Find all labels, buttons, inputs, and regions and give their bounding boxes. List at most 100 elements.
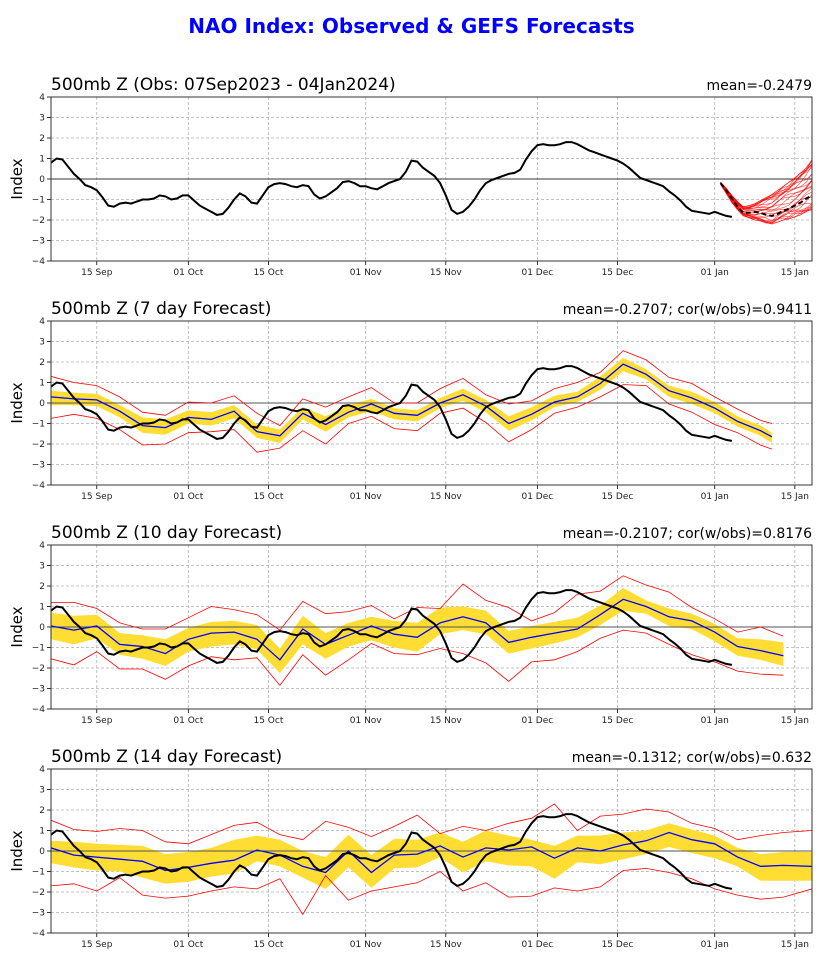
xtick-label: 15 Dec bbox=[602, 492, 634, 502]
plot-area bbox=[51, 803, 812, 916]
xtick-label: 15 Sep bbox=[81, 940, 113, 950]
ytick-label: 3 bbox=[39, 786, 45, 796]
ytick-label: −4 bbox=[32, 929, 46, 939]
xtick-label: 15 Nov bbox=[430, 492, 463, 502]
panel-stat-label: mean=-0.2479 bbox=[707, 78, 812, 94]
xtick-label: 01 Oct bbox=[173, 492, 203, 502]
ensemble-mean-line bbox=[51, 598, 784, 661]
xtick-label: 15 Nov bbox=[430, 716, 463, 726]
spread-band bbox=[51, 823, 812, 889]
ytick-label: −2 bbox=[32, 440, 45, 450]
ytick-label: 4 bbox=[39, 541, 45, 551]
ytick-label: 0 bbox=[39, 175, 45, 185]
xtick-label: 01 Jan bbox=[701, 716, 729, 726]
xtick-label: 15 Jan bbox=[781, 716, 809, 726]
ytick-label: 1 bbox=[39, 379, 45, 389]
xtick-label: 15 Oct bbox=[253, 492, 283, 502]
ytick-label: 3 bbox=[39, 562, 45, 572]
ytick-label: 4 bbox=[39, 317, 45, 327]
xtick-label: 15 Jan bbox=[781, 940, 809, 950]
xtick-label: 15 Dec bbox=[602, 940, 634, 950]
xtick-label: 01 Oct bbox=[173, 940, 203, 950]
member-min-line bbox=[51, 384, 773, 453]
observed-line bbox=[51, 589, 733, 666]
y-axis-label: Index bbox=[8, 382, 26, 423]
member-max-line bbox=[51, 803, 812, 845]
panel-stat-label: mean=-0.2707; cor(w/obs)=0.9411 bbox=[563, 302, 812, 318]
ensemble-mean-line bbox=[51, 363, 773, 438]
y-axis-label: Index bbox=[8, 158, 26, 199]
y-axis-label: Index bbox=[8, 830, 26, 871]
panel-3: 500mb Z (10 day Forecast) mean=-0.2107; c… bbox=[8, 523, 813, 726]
ensemble-member-line bbox=[720, 183, 812, 222]
member-min-line bbox=[51, 867, 812, 916]
ytick-label: −4 bbox=[32, 257, 46, 267]
xtick-label: 15 Sep bbox=[81, 268, 113, 278]
panel-title: 500mb Z (10 day Forecast) bbox=[51, 523, 282, 543]
plot-area bbox=[51, 575, 812, 687]
panel-stat-label: mean=-0.1312; cor(w/obs)=0.632 bbox=[572, 750, 812, 766]
xtick-label: 15 Oct bbox=[253, 268, 283, 278]
xtick-label: 15 Oct bbox=[253, 940, 283, 950]
ytick-label: −1 bbox=[32, 420, 45, 430]
ytick-label: 2 bbox=[39, 134, 45, 144]
ytick-label: −2 bbox=[32, 664, 45, 674]
ytick-label: −1 bbox=[32, 868, 45, 878]
xtick-label: 15 Oct bbox=[253, 716, 283, 726]
observed-line bbox=[51, 365, 733, 442]
ensemble-mean-dashed-line bbox=[719, 182, 812, 217]
ensemble-mean-line bbox=[51, 831, 812, 874]
ensemble-member-line bbox=[720, 183, 812, 225]
ytick-label: 0 bbox=[39, 847, 45, 857]
ytick-label: 1 bbox=[39, 155, 45, 165]
observed-line bbox=[51, 813, 733, 890]
xtick-label: 01 Dec bbox=[521, 716, 553, 726]
axes-frame bbox=[50, 320, 813, 486]
ytick-label: 2 bbox=[39, 806, 45, 816]
observed-line bbox=[51, 141, 733, 218]
plot-area bbox=[51, 350, 812, 453]
panel-title: 500mb Z (14 day Forecast) bbox=[51, 747, 282, 767]
ensemble-member-line bbox=[720, 180, 812, 214]
xtick-label: 01 Oct bbox=[173, 716, 203, 726]
ytick-label: −4 bbox=[32, 481, 46, 491]
ytick-label: 2 bbox=[39, 582, 45, 592]
ytick-label: −1 bbox=[32, 196, 45, 206]
ytick-label: −1 bbox=[32, 644, 45, 654]
ytick-label: 0 bbox=[39, 399, 45, 409]
panel-2: 500mb Z (7 day Forecast) mean=-0.2707; co… bbox=[8, 299, 813, 502]
ytick-label: 1 bbox=[39, 827, 45, 837]
ytick-label: 4 bbox=[39, 765, 45, 775]
xtick-label: 15 Jan bbox=[781, 268, 809, 278]
panel-4: 500mb Z (14 day Forecast) mean=-0.1312; c… bbox=[8, 747, 813, 950]
ensemble-member-line bbox=[720, 173, 812, 209]
panel-title: 500mb Z (7 day Forecast) bbox=[51, 299, 271, 319]
ytick-label: 0 bbox=[39, 623, 45, 633]
xtick-label: 01 Nov bbox=[350, 716, 383, 726]
xtick-label: 01 Nov bbox=[350, 492, 383, 502]
ensemble-member-line bbox=[720, 183, 812, 221]
ytick-label: −2 bbox=[32, 216, 45, 226]
ytick-label: −3 bbox=[32, 685, 45, 695]
axes-frame bbox=[50, 544, 813, 710]
member-max-line bbox=[51, 575, 784, 637]
ytick-label: 4 bbox=[39, 93, 45, 103]
xtick-label: 15 Jan bbox=[781, 492, 809, 502]
y-axis-label: Index bbox=[8, 606, 26, 647]
ytick-label: −3 bbox=[32, 237, 45, 247]
xtick-label: 01 Dec bbox=[521, 268, 553, 278]
member-max-line bbox=[51, 350, 773, 427]
ytick-label: −4 bbox=[32, 705, 46, 715]
member-min-line bbox=[51, 629, 784, 687]
xtick-label: 15 Sep bbox=[81, 492, 113, 502]
xtick-label: 15 Nov bbox=[430, 940, 463, 950]
xtick-label: 15 Nov bbox=[430, 268, 463, 278]
xtick-label: 15 Dec bbox=[602, 716, 634, 726]
ensemble-member-line bbox=[720, 179, 812, 212]
figure-title: NAO Index: Observed & GEFS Forecasts bbox=[188, 14, 635, 38]
xtick-label: 01 Nov bbox=[350, 940, 383, 950]
ytick-label: 3 bbox=[39, 114, 45, 124]
ensemble-member-line bbox=[720, 163, 812, 208]
ytick-label: 2 bbox=[39, 358, 45, 368]
